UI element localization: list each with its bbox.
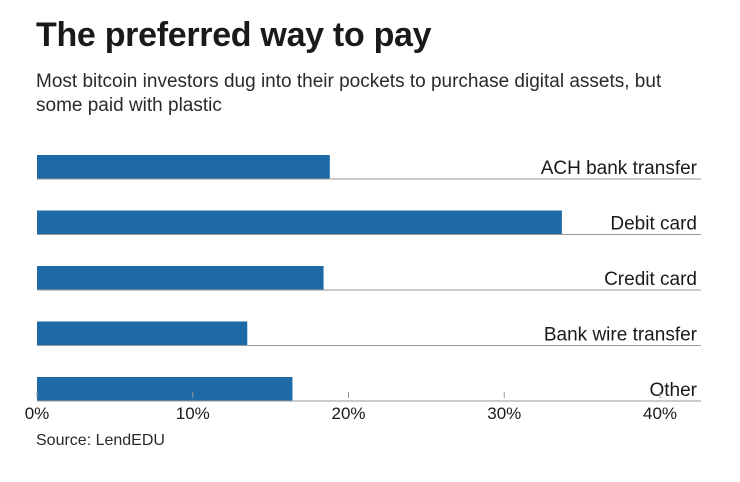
bar-4 [37,377,293,401]
category-label-0: ACH bank transfer [541,158,698,179]
x-tick-label-0: 0% [25,404,50,423]
category-label-4: Other [649,380,697,401]
chart-title: The preferred way to pay [36,16,432,54]
bar-2 [37,266,324,290]
chart-subtitle: Most bitcoin investors dug into their po… [36,71,662,116]
source-note: Source: LendEDU [36,432,165,449]
x-tick-label-3: 30% [487,404,521,423]
category-label-2: Credit card [604,269,697,290]
bar-0 [37,155,330,179]
bar-1 [37,210,562,235]
x-tick-label-2: 20% [331,404,365,423]
bar-3 [37,321,248,346]
category-label-3: Bank wire transfer [544,325,698,346]
x-tick-label-1: 10% [176,404,210,423]
x-tick-label-4: 40% [643,404,677,423]
category-label-1: Debit card [610,214,697,235]
